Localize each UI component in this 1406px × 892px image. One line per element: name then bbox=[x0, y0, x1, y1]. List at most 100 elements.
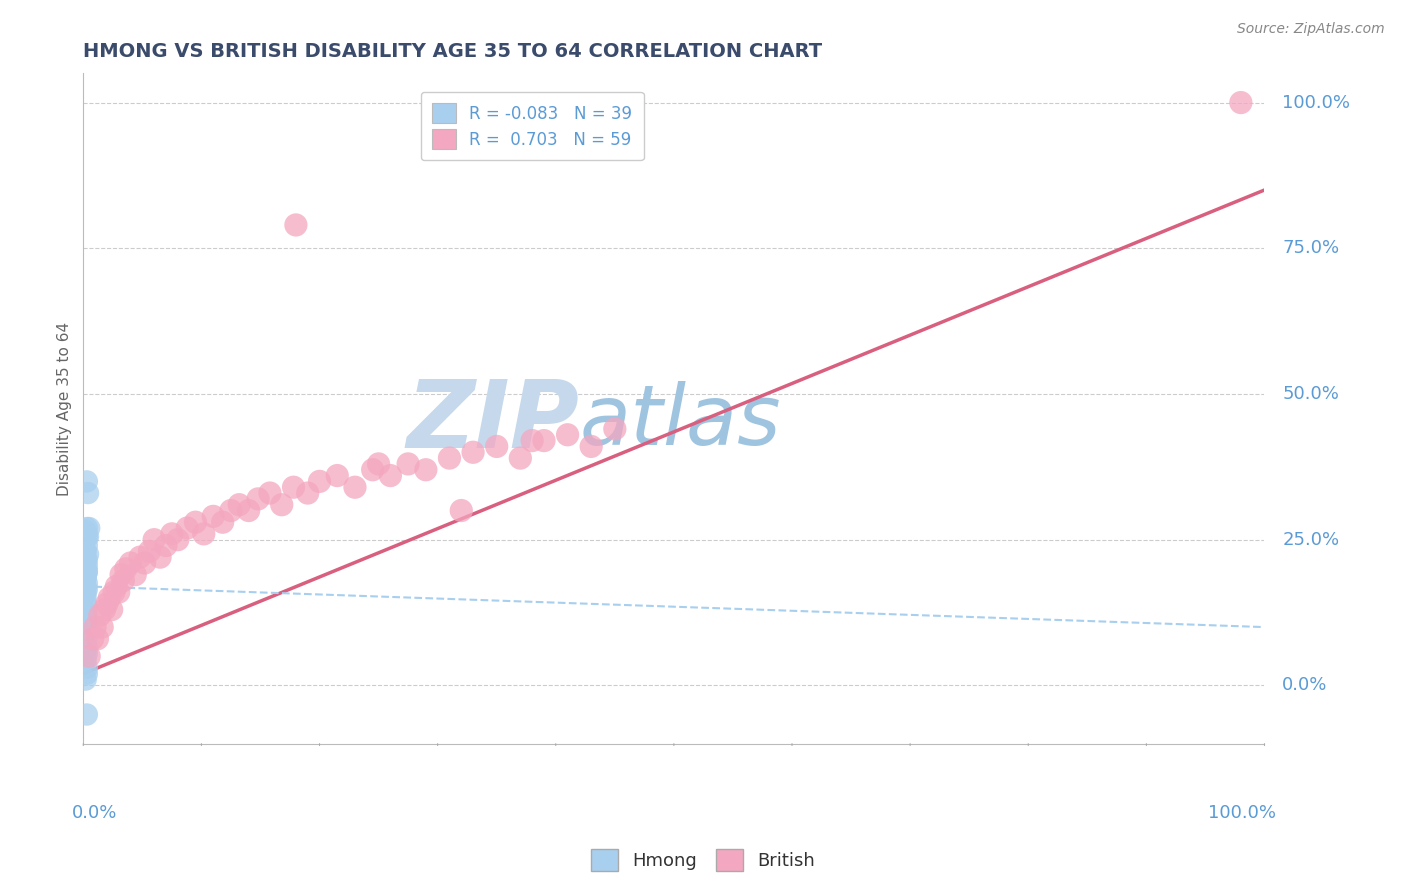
Point bbox=[247, 491, 270, 506]
Point bbox=[533, 434, 555, 448]
Point bbox=[76, 661, 98, 675]
Point bbox=[228, 498, 250, 512]
Point bbox=[439, 451, 461, 466]
Point bbox=[202, 509, 225, 524]
Text: atlas: atlas bbox=[579, 382, 780, 462]
Point bbox=[77, 521, 100, 535]
Text: HMONG VS BRITISH DISABILITY AGE 35 TO 64 CORRELATION CHART: HMONG VS BRITISH DISABILITY AGE 35 TO 64… bbox=[83, 42, 823, 61]
Point bbox=[176, 521, 198, 535]
Point bbox=[259, 486, 281, 500]
Point bbox=[343, 480, 366, 494]
Text: 75.0%: 75.0% bbox=[1282, 239, 1340, 257]
Point bbox=[82, 632, 104, 646]
Point bbox=[155, 539, 177, 553]
Point bbox=[110, 567, 132, 582]
Point bbox=[76, 629, 98, 643]
Point bbox=[77, 547, 100, 561]
Text: 100.0%: 100.0% bbox=[1282, 94, 1350, 112]
Point bbox=[76, 553, 98, 567]
Point bbox=[93, 602, 115, 616]
Text: 0.0%: 0.0% bbox=[72, 804, 117, 822]
Text: Source: ZipAtlas.com: Source: ZipAtlas.com bbox=[1237, 22, 1385, 37]
Point bbox=[76, 558, 98, 573]
Point bbox=[219, 503, 242, 517]
Point bbox=[84, 620, 107, 634]
Point bbox=[75, 606, 97, 620]
Point bbox=[76, 521, 98, 535]
Point bbox=[114, 562, 136, 576]
Point bbox=[76, 666, 98, 681]
Point bbox=[76, 539, 98, 553]
Point bbox=[96, 597, 118, 611]
Point bbox=[284, 218, 307, 232]
Point bbox=[98, 591, 121, 605]
Point bbox=[76, 611, 98, 625]
Point bbox=[77, 486, 100, 500]
Point bbox=[129, 550, 152, 565]
Point bbox=[76, 582, 98, 597]
Point bbox=[143, 533, 166, 547]
Point bbox=[603, 422, 626, 436]
Point bbox=[76, 565, 98, 579]
Point bbox=[76, 646, 98, 660]
Point bbox=[76, 475, 98, 489]
Point bbox=[193, 526, 215, 541]
Point bbox=[75, 570, 97, 584]
Point bbox=[76, 565, 98, 579]
Point bbox=[326, 468, 349, 483]
Point bbox=[450, 503, 472, 517]
Point bbox=[138, 544, 160, 558]
Point bbox=[91, 620, 114, 634]
Point bbox=[75, 634, 97, 648]
Legend: Hmong, British: Hmong, British bbox=[583, 842, 823, 879]
Point bbox=[124, 567, 146, 582]
Point bbox=[297, 486, 319, 500]
Point bbox=[75, 570, 97, 584]
Point bbox=[75, 594, 97, 608]
Point bbox=[75, 582, 97, 597]
Point bbox=[367, 457, 389, 471]
Point bbox=[134, 556, 156, 570]
Point bbox=[89, 608, 111, 623]
Legend: R = -0.083   N = 39, R =  0.703   N = 59: R = -0.083 N = 39, R = 0.703 N = 59 bbox=[420, 92, 644, 161]
Point bbox=[461, 445, 484, 459]
Point bbox=[1230, 95, 1253, 110]
Point bbox=[238, 503, 260, 517]
Point bbox=[76, 623, 98, 637]
Point bbox=[557, 427, 579, 442]
Point bbox=[75, 544, 97, 558]
Point bbox=[77, 649, 100, 664]
Point bbox=[166, 533, 188, 547]
Point bbox=[308, 475, 330, 489]
Point bbox=[184, 515, 207, 529]
Point bbox=[75, 673, 97, 687]
Point bbox=[120, 556, 142, 570]
Point bbox=[75, 588, 97, 602]
Point bbox=[75, 565, 97, 579]
Point bbox=[75, 617, 97, 632]
Point bbox=[160, 526, 183, 541]
Point bbox=[149, 550, 172, 565]
Point bbox=[415, 463, 437, 477]
Point bbox=[76, 707, 98, 722]
Point bbox=[211, 515, 233, 529]
Point bbox=[75, 553, 97, 567]
Point bbox=[77, 530, 100, 544]
Point bbox=[103, 585, 125, 599]
Point bbox=[75, 623, 97, 637]
Point bbox=[76, 599, 98, 614]
Point bbox=[75, 652, 97, 666]
Point bbox=[75, 524, 97, 538]
Point bbox=[380, 468, 402, 483]
Point bbox=[76, 640, 98, 655]
Point bbox=[100, 602, 122, 616]
Y-axis label: Disability Age 35 to 64: Disability Age 35 to 64 bbox=[58, 321, 72, 496]
Point bbox=[86, 632, 108, 646]
Point bbox=[76, 576, 98, 591]
Point bbox=[361, 463, 384, 477]
Point bbox=[75, 530, 97, 544]
Point bbox=[112, 574, 135, 588]
Point bbox=[107, 585, 129, 599]
Point bbox=[270, 498, 292, 512]
Point bbox=[396, 457, 419, 471]
